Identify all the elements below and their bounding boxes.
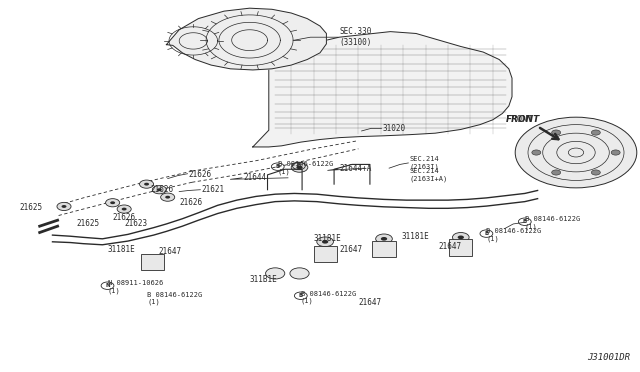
Text: 21644: 21644 (243, 173, 266, 182)
Polygon shape (166, 8, 326, 70)
Text: FRONT: FRONT (506, 115, 540, 124)
Text: 31181E: 31181E (108, 245, 135, 254)
Text: 21647: 21647 (358, 298, 381, 307)
Circle shape (122, 208, 127, 211)
Text: 21644+A: 21644+A (339, 164, 372, 173)
Text: 21625: 21625 (77, 219, 100, 228)
FancyBboxPatch shape (449, 239, 472, 256)
Text: B: B (523, 219, 527, 224)
Circle shape (591, 170, 600, 175)
Text: N 08911-10626
(1): N 08911-10626 (1) (108, 280, 163, 294)
Circle shape (381, 237, 387, 241)
Text: 31020: 31020 (383, 124, 406, 133)
Text: 21626: 21626 (179, 198, 202, 207)
Text: B 08146-6122G
(1): B 08146-6122G (1) (486, 228, 541, 242)
Text: FRONT: FRONT (506, 115, 532, 124)
Text: SEC.330
(33100): SEC.330 (33100) (339, 28, 372, 47)
Text: B 08146-6122G
(1): B 08146-6122G (1) (278, 161, 333, 175)
Circle shape (532, 150, 541, 155)
Circle shape (161, 193, 175, 201)
Text: 21647: 21647 (339, 245, 362, 254)
Text: 311B1E: 311B1E (250, 275, 277, 284)
Circle shape (296, 166, 303, 169)
Circle shape (110, 201, 115, 204)
Text: SEC.214
(2163I+A): SEC.214 (2163I+A) (410, 168, 448, 182)
Text: B: B (299, 293, 303, 298)
Circle shape (515, 117, 637, 188)
Text: 21647: 21647 (438, 242, 461, 251)
Circle shape (611, 150, 620, 155)
Circle shape (140, 180, 154, 188)
Text: B 08146-6122G
(1): B 08146-6122G (1) (525, 217, 580, 230)
Text: J31001DR: J31001DR (588, 353, 630, 362)
Circle shape (458, 235, 464, 239)
FancyBboxPatch shape (314, 246, 337, 262)
FancyBboxPatch shape (141, 254, 164, 270)
Text: B 08146-6122G
(1): B 08146-6122G (1) (301, 291, 356, 304)
Text: 21647: 21647 (159, 247, 182, 256)
Circle shape (317, 237, 333, 247)
Text: 21626: 21626 (189, 170, 212, 179)
Circle shape (376, 234, 392, 244)
Text: B: B (276, 164, 280, 169)
Circle shape (291, 163, 308, 172)
Polygon shape (253, 32, 512, 147)
Circle shape (152, 186, 166, 194)
Text: N: N (105, 283, 110, 288)
Circle shape (57, 202, 71, 211)
Circle shape (452, 232, 469, 242)
Text: B: B (484, 231, 488, 236)
Text: B: B (297, 163, 301, 169)
Circle shape (552, 130, 561, 135)
Text: 31181E: 31181E (314, 234, 341, 243)
FancyBboxPatch shape (372, 241, 396, 257)
Text: 21625: 21625 (19, 203, 42, 212)
Circle shape (61, 205, 67, 208)
Text: 21623: 21623 (125, 219, 148, 228)
Text: 31181E: 31181E (402, 232, 429, 241)
Text: B 08146-6122G
(1): B 08146-6122G (1) (147, 292, 202, 305)
Text: 21626: 21626 (112, 213, 135, 222)
Circle shape (144, 183, 149, 186)
Circle shape (117, 205, 131, 213)
Circle shape (591, 130, 600, 135)
Circle shape (290, 268, 309, 279)
Circle shape (552, 170, 561, 175)
Circle shape (322, 240, 328, 244)
Circle shape (157, 188, 162, 191)
Text: 21621: 21621 (202, 185, 225, 194)
Text: 21626: 21626 (150, 185, 173, 194)
Circle shape (106, 199, 120, 207)
Text: SEC.214
(2163I): SEC.214 (2163I) (410, 156, 439, 170)
Circle shape (165, 196, 170, 199)
Circle shape (266, 268, 285, 279)
